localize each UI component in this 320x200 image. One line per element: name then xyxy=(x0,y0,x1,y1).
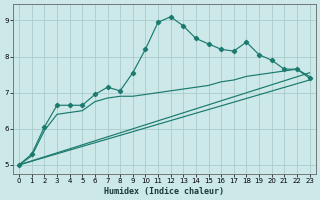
X-axis label: Humidex (Indice chaleur): Humidex (Indice chaleur) xyxy=(104,187,224,196)
